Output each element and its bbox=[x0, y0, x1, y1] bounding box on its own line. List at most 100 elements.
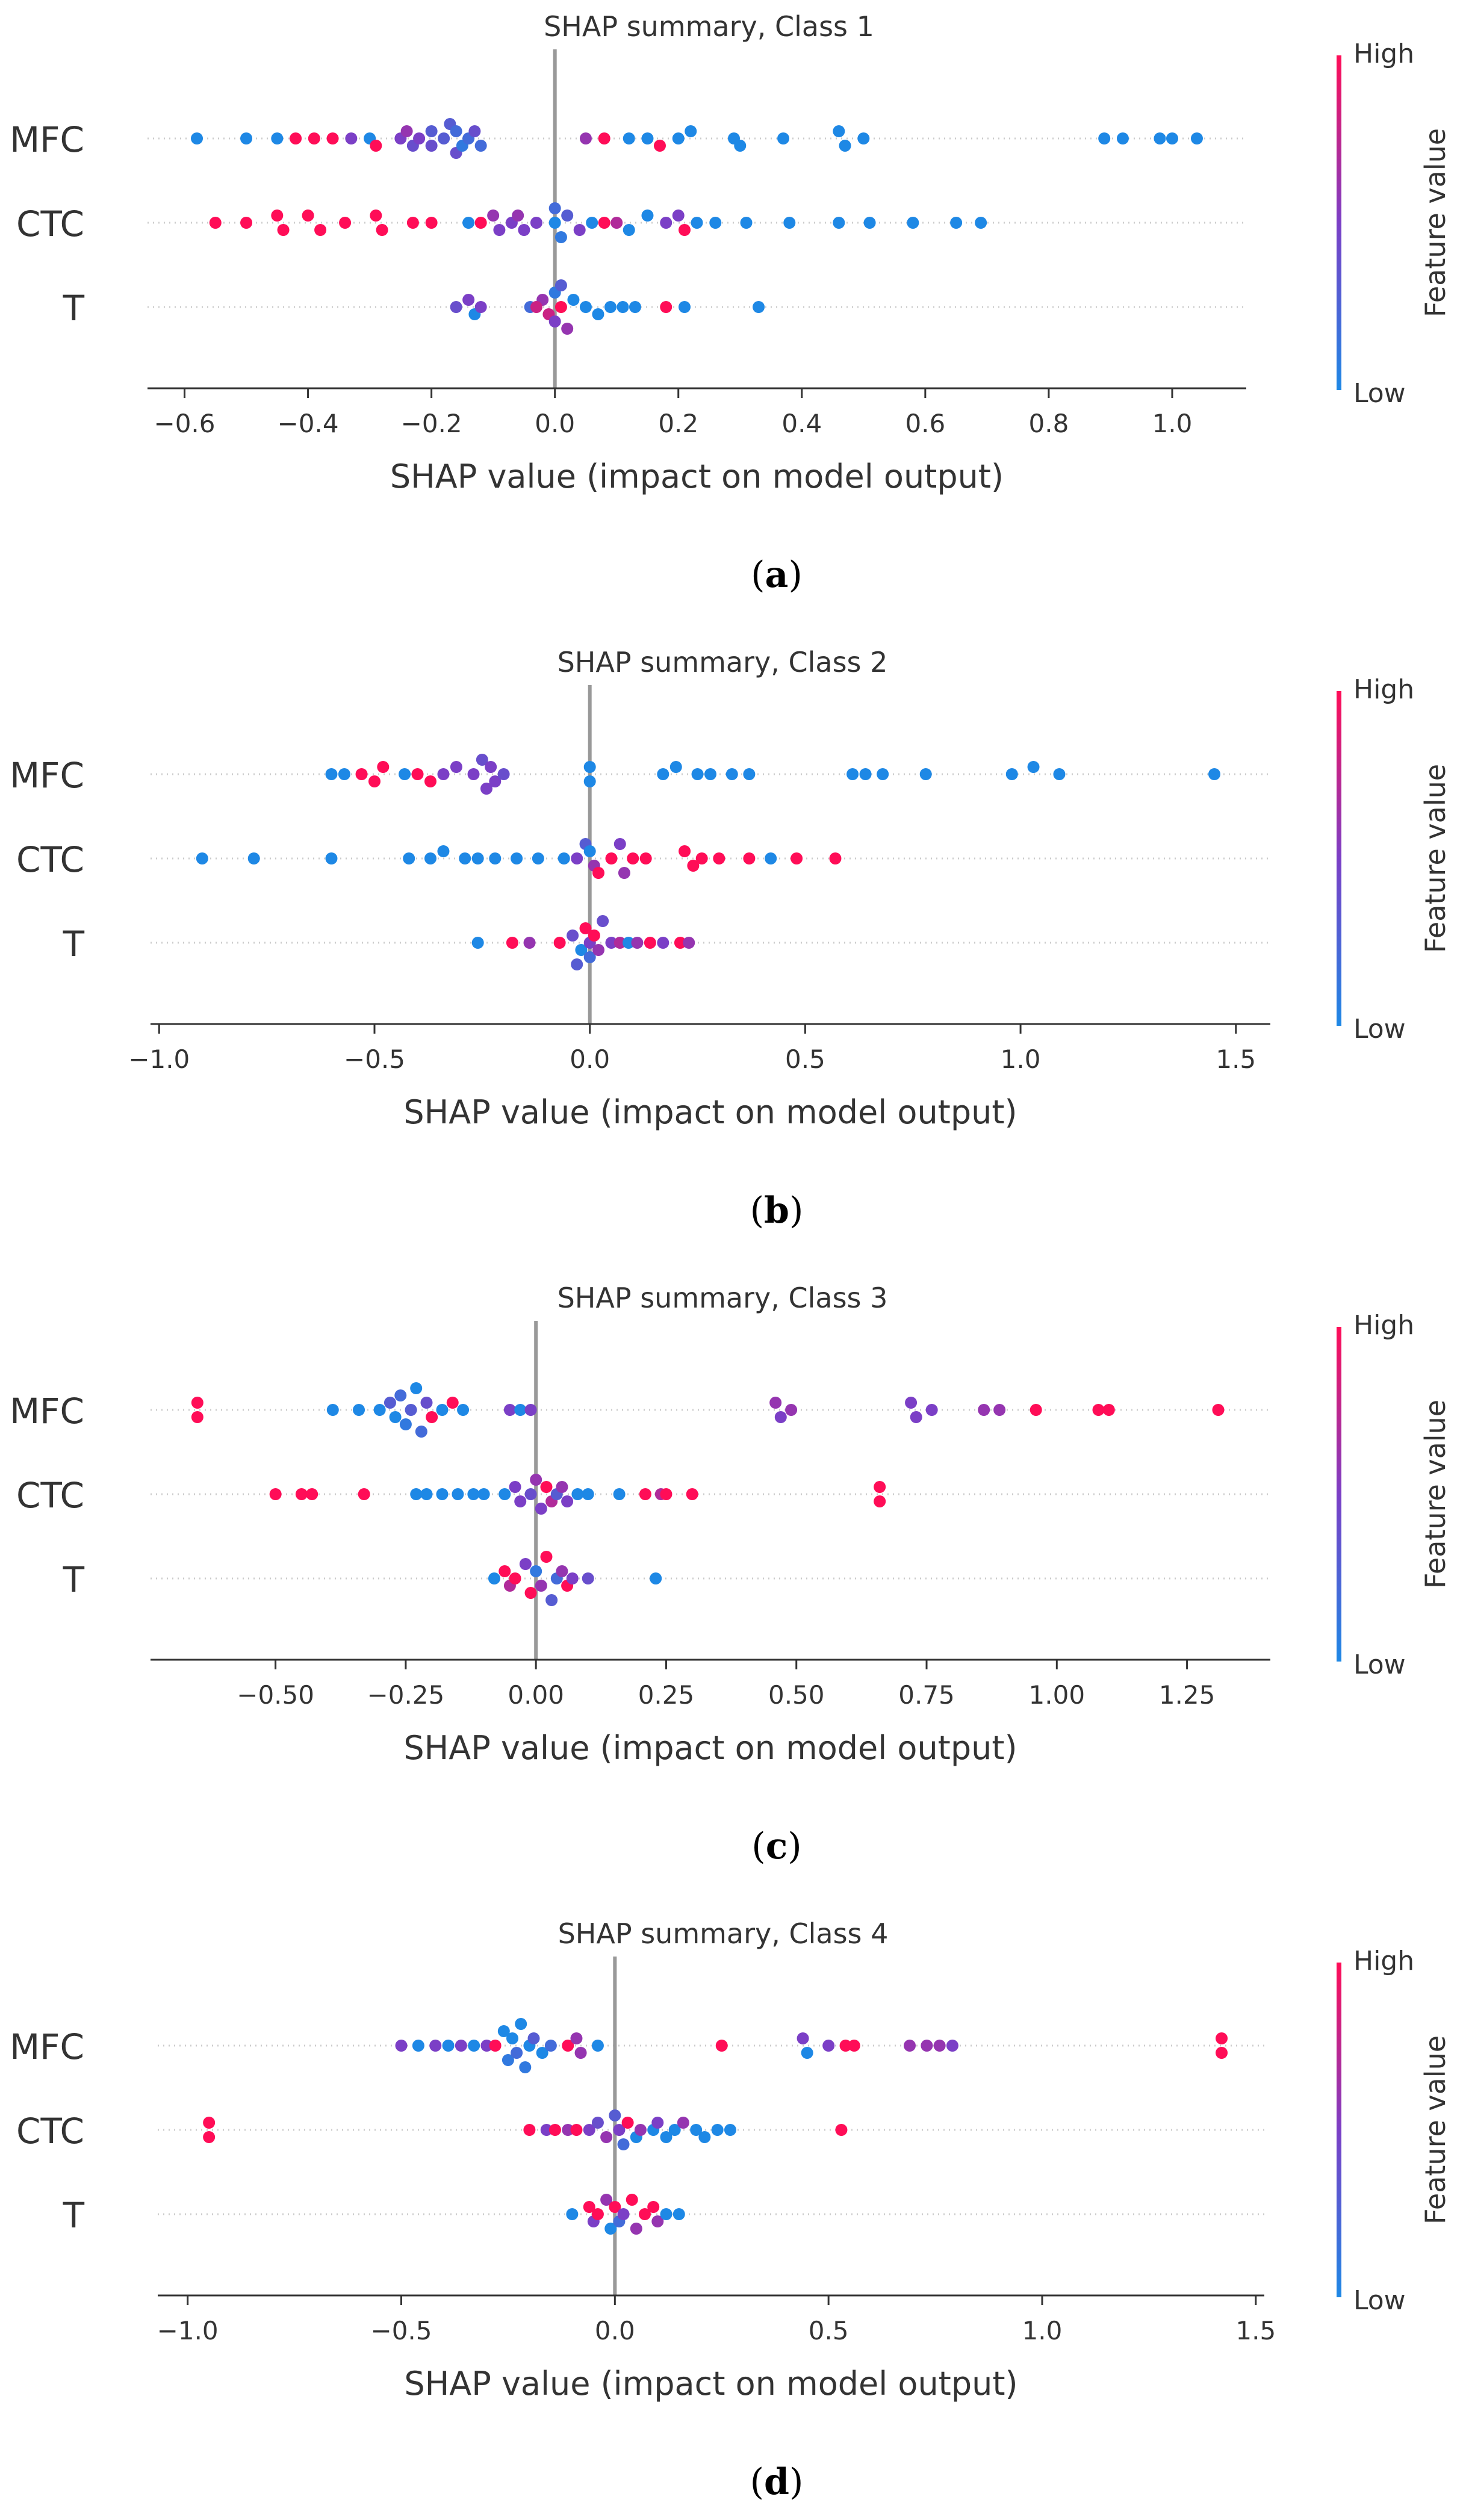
series-CTC bbox=[196, 838, 842, 879]
shap-point bbox=[410, 1382, 423, 1394]
shap-point bbox=[540, 1481, 553, 1493]
colorbar-title: Feature value bbox=[1419, 128, 1452, 317]
shap-point bbox=[553, 937, 566, 949]
shap-point bbox=[532, 852, 544, 864]
shap-point bbox=[660, 217, 672, 229]
shap-point bbox=[511, 852, 523, 864]
shap-point bbox=[863, 217, 876, 229]
shap-point bbox=[672, 2208, 685, 2220]
shap-point bbox=[724, 2124, 736, 2136]
shap-point bbox=[485, 761, 497, 773]
shap-point bbox=[314, 224, 327, 236]
shap-point bbox=[556, 1565, 568, 1577]
shap-point bbox=[240, 132, 253, 144]
shap-point bbox=[715, 2040, 728, 2052]
colorbar: High Low Feature value bbox=[1337, 1946, 1452, 2316]
shap-point bbox=[743, 852, 756, 864]
x-tick-label: 1.0 bbox=[1152, 409, 1193, 438]
shap-point bbox=[846, 768, 859, 780]
shap-point bbox=[499, 1565, 511, 1577]
shap-point bbox=[1092, 1404, 1105, 1416]
x-tick-label: 0.0 bbox=[535, 409, 575, 438]
shap-point bbox=[524, 1587, 537, 1599]
shap-point bbox=[672, 209, 685, 222]
shap-point bbox=[370, 209, 382, 222]
shap-point bbox=[471, 937, 484, 949]
shap-point bbox=[777, 132, 790, 144]
feature-label: CTC bbox=[16, 2111, 84, 2152]
shap-point bbox=[425, 125, 438, 137]
shap-point bbox=[191, 1411, 203, 1423]
shap-point bbox=[626, 2194, 638, 2206]
shap-point bbox=[785, 1404, 798, 1416]
shap-point bbox=[566, 2208, 579, 2220]
shap-point bbox=[653, 140, 666, 152]
shap-point bbox=[604, 301, 617, 313]
colorbar-low-label: Low bbox=[1353, 2285, 1406, 2316]
chart-title: SHAP summary, Class 1 bbox=[544, 10, 874, 43]
panel-d: SHAP summary, Class 4 MFC CTC T −1.0 −0.5 0.0 0… bbox=[10, 1917, 1452, 2503]
shap-point bbox=[446, 1397, 459, 1409]
shap-point bbox=[797, 2032, 809, 2044]
shap-point bbox=[468, 125, 481, 137]
x-tick-label: 0.00 bbox=[508, 1680, 564, 1710]
shap-point bbox=[598, 132, 610, 144]
shap-point bbox=[326, 132, 339, 144]
shap-point bbox=[609, 2201, 621, 2213]
shap-point bbox=[339, 217, 352, 229]
shap-point bbox=[474, 301, 487, 313]
x-tick-label: −0.6 bbox=[154, 409, 216, 438]
shap-point bbox=[605, 852, 618, 864]
x-axis-label: SHAP value (impact on model output) bbox=[404, 2365, 1017, 2403]
shap-point bbox=[604, 2223, 617, 2235]
x-tick-label: −0.50 bbox=[237, 1680, 314, 1710]
panel-a: SHAP summary, Class 1 MFC CTC T −0.6 −0.4 −0.2… bbox=[10, 10, 1452, 596]
shap-point bbox=[678, 224, 691, 236]
shap-point bbox=[921, 2040, 933, 2052]
shap-point bbox=[704, 768, 716, 780]
x-tick-label: 0.4 bbox=[781, 409, 822, 438]
feature-label: T bbox=[63, 923, 85, 964]
shap-point bbox=[389, 1411, 402, 1423]
x-tick-label: 1.0 bbox=[1001, 1044, 1041, 1074]
colorbar-high-label: High bbox=[1353, 1310, 1414, 1341]
panel-caption: (d) bbox=[750, 2461, 804, 2503]
shap-point bbox=[833, 125, 845, 137]
shap-point bbox=[634, 2124, 647, 2136]
shap-point bbox=[353, 1404, 365, 1416]
shap-point bbox=[271, 209, 284, 222]
x-tick-label: 0.0 bbox=[595, 2316, 635, 2345]
shap-point bbox=[209, 217, 222, 229]
shap-point bbox=[326, 1404, 339, 1416]
shap-point bbox=[420, 1488, 433, 1500]
colorbar-gradient bbox=[1337, 1963, 1341, 2297]
shap-point bbox=[308, 132, 320, 144]
shap-point bbox=[452, 1488, 464, 1500]
shap-point bbox=[450, 301, 462, 313]
shap-point bbox=[442, 2040, 455, 2052]
shap-point bbox=[591, 2040, 604, 2052]
shap-point bbox=[424, 852, 436, 864]
feature-label: MFC bbox=[10, 755, 84, 796]
shap-point bbox=[683, 937, 695, 949]
x-tick-label: −0.25 bbox=[367, 1680, 445, 1710]
shap-point bbox=[725, 768, 738, 780]
feature-label: T bbox=[63, 2195, 85, 2236]
shap-point bbox=[515, 2018, 527, 2030]
shap-point bbox=[583, 951, 596, 963]
shap-point bbox=[394, 1389, 407, 1401]
shap-point bbox=[978, 1404, 990, 1416]
shap-point bbox=[574, 2047, 587, 2059]
shap-point bbox=[769, 1397, 782, 1409]
shap-point bbox=[523, 937, 536, 949]
colorbar-high-label: High bbox=[1353, 39, 1414, 69]
shap-point bbox=[1208, 768, 1220, 780]
shap-point bbox=[489, 2040, 502, 2052]
shap-point bbox=[598, 217, 610, 229]
colorbar-low-label: Low bbox=[1353, 1649, 1406, 1680]
panel-caption: (b) bbox=[750, 1190, 804, 1232]
series-T bbox=[450, 279, 765, 335]
shap-point bbox=[600, 2131, 613, 2143]
shap-point bbox=[575, 944, 588, 956]
shap-point bbox=[506, 937, 518, 949]
